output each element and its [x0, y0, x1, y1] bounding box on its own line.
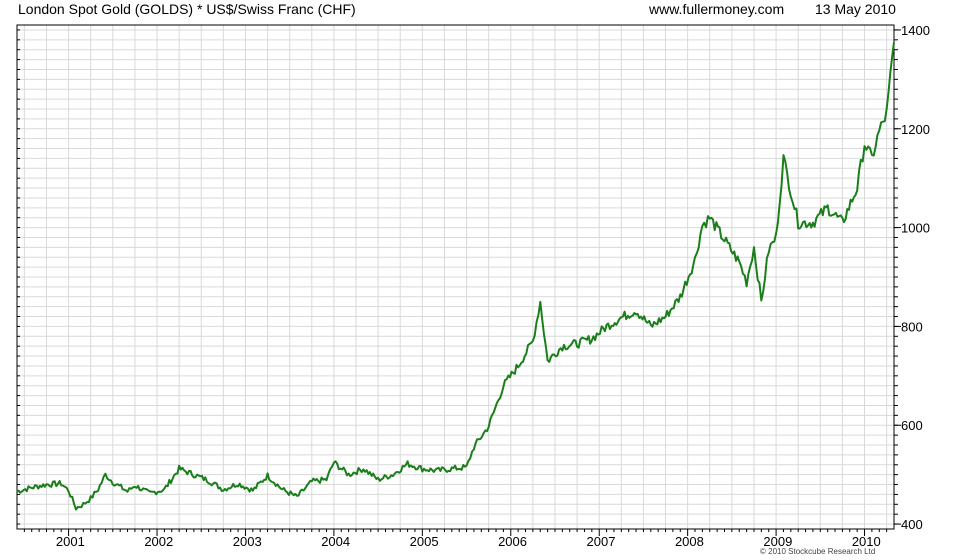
x-tick-label: 2002: [144, 534, 173, 549]
x-tick-label: 2005: [410, 534, 439, 549]
x-tick-label: 2003: [233, 534, 262, 549]
y-tick-label: 800: [901, 319, 923, 334]
y-tick-label: 1000: [901, 221, 930, 236]
x-tick-label: 2004: [321, 534, 350, 549]
x-axis: 2001 2002 2003 2004 2005 2006 2007 2008 2009 2010: [24, 529, 886, 549]
x-tick-label: 2007: [587, 534, 616, 549]
x-tick-label: 2001: [56, 534, 85, 549]
y-tick-label: 400: [901, 517, 923, 532]
x-tick-label: 2006: [498, 534, 527, 549]
grid-lines: [17, 25, 894, 529]
y-tick-label: 1400: [901, 23, 930, 38]
x-tick-label: 2008: [675, 534, 704, 549]
copyright-credit: © 2010 Stockcube Research Ltd: [760, 547, 875, 556]
y-tick-label: 1200: [901, 122, 930, 137]
y-tick-label: 600: [901, 418, 923, 433]
series-line: [17, 42, 894, 509]
